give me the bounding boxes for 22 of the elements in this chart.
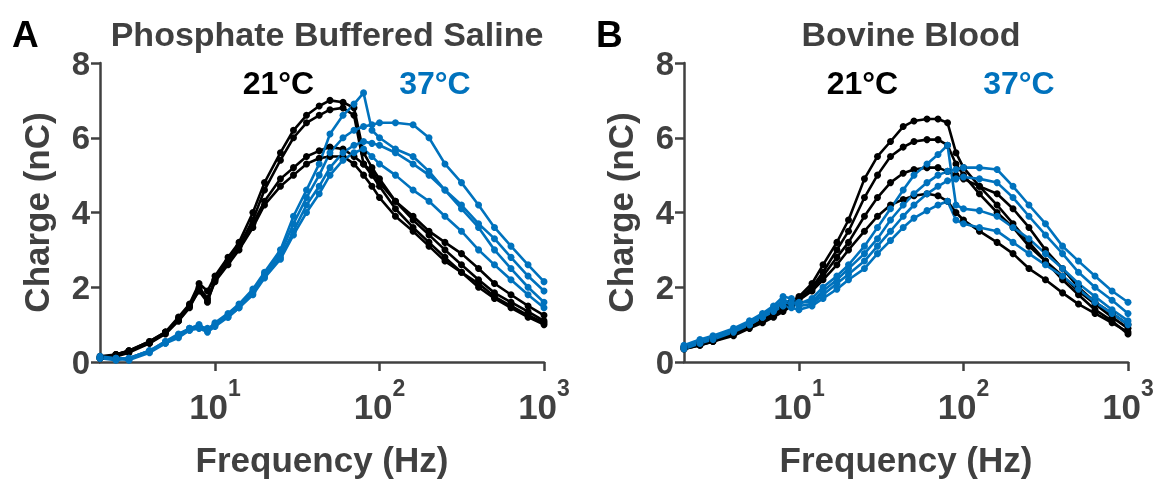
x-axis-title: Frequency (Hz) <box>195 440 449 479</box>
series-label: 37°C <box>399 65 471 101</box>
x-axis-title: Frequency (Hz) <box>779 440 1033 479</box>
y-tick-label: 6 <box>655 119 674 157</box>
chart-title: Bovine Blood <box>801 15 1021 53</box>
y-tick-label: 8 <box>655 44 674 82</box>
y-tick-label: 6 <box>71 119 90 157</box>
y-tick-label: 0 <box>71 343 90 381</box>
y-tick-label: 2 <box>655 268 674 306</box>
y-tick-label: 4 <box>655 194 675 231</box>
y-axis-title: Charge (nC) <box>17 112 56 313</box>
y-tick-label: 4 <box>71 194 91 231</box>
series-label: 21°C <box>242 65 315 101</box>
series-label: 21°C <box>826 65 899 101</box>
y-tick-label: 0 <box>655 343 674 381</box>
y-tick-label: 8 <box>71 44 90 82</box>
chart-title: Phosphate Buffered Saline <box>110 15 544 53</box>
y-axis-title: Charge (nC) <box>601 112 640 313</box>
series-label: 37°C <box>983 65 1055 101</box>
text: A <box>12 14 39 55</box>
text: B <box>596 14 623 55</box>
y-tick-label: 2 <box>71 268 90 306</box>
